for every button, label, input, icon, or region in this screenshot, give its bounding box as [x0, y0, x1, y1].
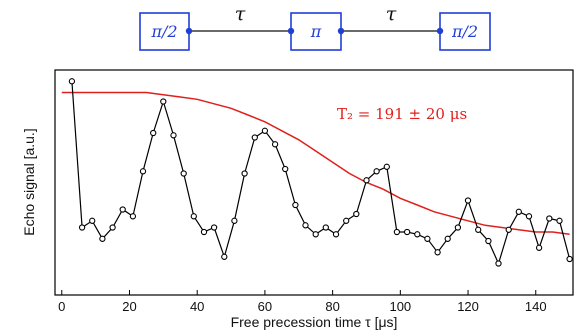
echo-data-point — [393, 228, 401, 236]
junction-dot-2 — [287, 27, 295, 35]
echo-data-point — [343, 217, 350, 224]
echo-data-point — [68, 78, 76, 85]
data-layer — [68, 78, 573, 267]
x-tick-label-40: 40 — [190, 299, 204, 314]
echo-data-point — [353, 210, 360, 218]
echo-data-point — [160, 98, 167, 105]
echo-data-point — [99, 235, 106, 242]
echo-data-point — [373, 168, 380, 175]
echo-data-point — [383, 163, 390, 170]
junction-dot-3 — [337, 27, 345, 35]
echo-data-point — [332, 231, 340, 238]
delay-label-2: τ — [386, 3, 397, 25]
echo-data-point — [505, 226, 512, 233]
x-tick-label-80: 80 — [325, 299, 339, 314]
echo-data-point — [566, 255, 573, 263]
x-tick-label-20: 20 — [122, 299, 136, 314]
echo-data-point — [363, 177, 370, 184]
x-tick-label-60: 60 — [258, 299, 272, 314]
fit-layer — [61, 91, 570, 236]
echo-data-point — [464, 197, 472, 204]
echo-data-point — [495, 260, 502, 267]
echo-data-point — [109, 224, 116, 231]
echo-data-point — [119, 206, 126, 213]
pulse-label-1: π/2 — [150, 22, 177, 41]
echo-data-point — [200, 228, 208, 236]
x-tick-label-120: 120 — [457, 299, 479, 314]
echo-data-point — [150, 129, 157, 137]
junction-dot-4 — [436, 27, 444, 35]
echo-data-point — [129, 213, 137, 220]
echo-data-point — [454, 224, 462, 231]
echo-data-point — [139, 168, 147, 175]
plot-frame — [54, 69, 574, 296]
x-tick-label-0: 0 — [58, 299, 65, 314]
pulse-sequence: π/2 π π/2 τ τ — [139, 3, 491, 51]
pulse-label-2: π — [310, 22, 322, 41]
echo-data-point — [444, 235, 451, 242]
y-axis-title: Echo signal [a.u.] — [21, 128, 37, 235]
echo-data-point — [322, 224, 329, 231]
echo-data-point — [180, 170, 187, 177]
echo-data-point — [414, 231, 421, 238]
x-tick-label-140: 140 — [525, 299, 547, 314]
echo-data-point — [78, 224, 86, 231]
echo-data-point — [241, 170, 248, 177]
echo-data-point — [535, 244, 543, 251]
echo-data-point — [261, 127, 269, 134]
echo-data-point — [525, 213, 533, 220]
echo-data-point — [424, 235, 431, 242]
fit-curve-line — [61, 91, 570, 236]
echo-data-line — [71, 81, 571, 266]
echo-data-point — [190, 213, 197, 220]
pulse-label-3: π/2 — [451, 22, 478, 41]
echo-data-point — [434, 249, 441, 256]
x-axis-ticks: 0 20 40 60 80 100 120 140 — [58, 290, 547, 314]
echo-data-point — [515, 208, 522, 215]
echo-data-point — [292, 201, 299, 209]
echo-data-point — [485, 237, 492, 245]
x-axis-title: Free precession time τ [μs] — [231, 314, 398, 330]
plot-area: 0 20 40 60 80 100 120 140 T₂ = 191 ± 20 μs Free… — [21, 69, 574, 330]
echo-data-point — [251, 134, 258, 141]
delay-label-1: τ — [235, 3, 246, 25]
echo-data-point — [556, 217, 563, 224]
echo-data-point — [282, 165, 289, 173]
junction-dot-1 — [185, 27, 193, 35]
echo-data-point — [210, 224, 218, 231]
fit-annotation: T₂ = 191 ± 20 μs — [337, 105, 467, 123]
echo-data-point — [221, 253, 228, 260]
echo-data-point — [546, 215, 553, 222]
echo-data-point — [302, 222, 309, 229]
echo-data-point — [271, 141, 279, 148]
echo-data-point — [89, 217, 96, 224]
echo-data-point — [231, 217, 238, 224]
echo-data-point — [403, 228, 411, 236]
x-tick-label-100: 100 — [389, 299, 411, 314]
echo-data-point — [170, 132, 177, 139]
echo-data-point — [312, 231, 319, 238]
echo-data-point — [475, 226, 482, 233]
